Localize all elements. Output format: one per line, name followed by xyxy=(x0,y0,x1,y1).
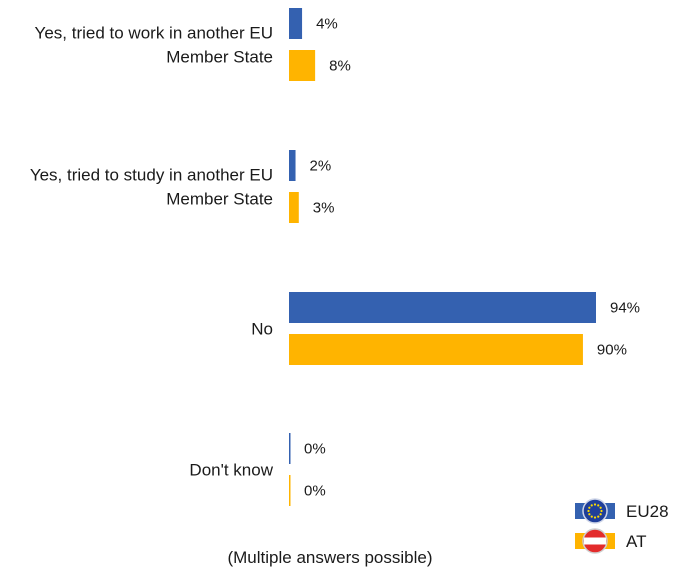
value-label: 8% xyxy=(329,58,351,75)
category-label: Don't know xyxy=(189,461,273,480)
bar-at xyxy=(289,192,299,223)
eu-flag-icon xyxy=(583,499,607,523)
value-label: 90% xyxy=(597,342,627,359)
value-label: 0% xyxy=(304,441,326,458)
value-label: 0% xyxy=(304,483,326,500)
value-label: 3% xyxy=(313,200,335,217)
bar-at xyxy=(289,475,291,506)
legend-label: EU28 xyxy=(626,502,669,521)
bar-eu28 xyxy=(289,292,596,323)
category-label: Yes, tried to work in another EU xyxy=(35,24,273,43)
bar-eu28 xyxy=(289,150,296,181)
value-label: 94% xyxy=(610,300,640,317)
category-label: Yes, tried to study in another EU xyxy=(30,166,273,185)
category-label: No xyxy=(251,320,273,339)
bar-at xyxy=(289,50,315,81)
footnote: (Multiple answers possible) xyxy=(0,548,660,568)
bar-at xyxy=(289,334,583,365)
value-label: 4% xyxy=(316,16,338,33)
value-label: 2% xyxy=(310,158,332,175)
category-label: Member State xyxy=(166,48,273,67)
category-label: Member State xyxy=(166,190,273,209)
legend-item-eu28: EU28 xyxy=(575,499,669,523)
bar-eu28 xyxy=(289,8,302,39)
bar-eu28 xyxy=(289,433,291,464)
